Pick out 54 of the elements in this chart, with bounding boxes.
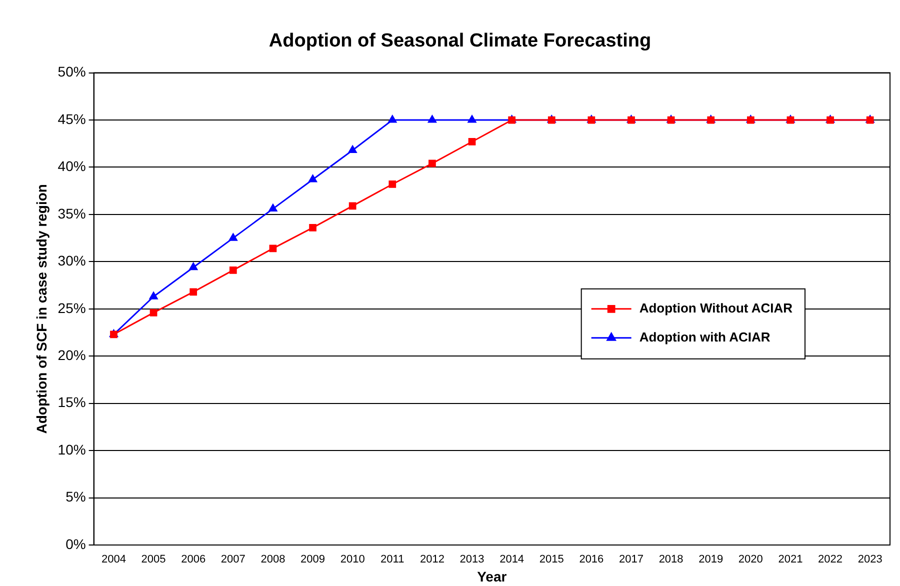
x-tick-label: 2017: [619, 554, 644, 566]
point: [388, 180, 396, 188]
point: [388, 115, 397, 123]
point: [190, 288, 198, 296]
x-tick-label: 2023: [858, 554, 882, 566]
y-tick-label: 10%: [58, 441, 86, 458]
x-tick-label: 2005: [141, 554, 166, 566]
x-tick-label: 2014: [500, 554, 524, 566]
point: [269, 244, 277, 252]
x-tick-label: 2007: [220, 554, 246, 566]
y-tick-label: 30%: [58, 252, 86, 269]
point: [468, 138, 476, 146]
y-tick-label: 45%: [58, 110, 86, 127]
y-tick-label: 5%: [66, 488, 86, 505]
point: [309, 224, 316, 232]
point: [268, 204, 278, 212]
x-tick-label: 2006: [181, 554, 206, 566]
point: [228, 233, 238, 241]
x-tick-label: 2008: [260, 554, 286, 566]
x-tick-label: 2020: [738, 554, 763, 566]
point: [308, 174, 318, 182]
x-tick-label: 2010: [340, 554, 365, 566]
x-axis-title: Year: [477, 568, 508, 584]
point: [188, 262, 198, 270]
y-tick-label: 20%: [58, 346, 86, 363]
y-tick-label: 15%: [58, 394, 86, 410]
x-tick-label: 2009: [300, 554, 326, 566]
x-tick-label: 2012: [420, 554, 444, 566]
x-tick-label: 2019: [698, 554, 724, 566]
y-tick-label: 35%: [58, 205, 86, 222]
x-tick-label: 2022: [818, 554, 843, 566]
y-tick-label: 50%: [58, 64, 86, 80]
chart-title: Adoption of Seasonal Climate Forecasting: [268, 30, 652, 52]
y-tick-label: 0%: [66, 536, 86, 552]
x-tick-label: 2013: [460, 554, 484, 566]
point: [229, 266, 237, 274]
point: [468, 115, 476, 123]
legend-label: Adoption Without ACIAR: [639, 300, 794, 316]
x-tick-label: 2015: [539, 554, 564, 566]
point: [348, 202, 356, 210]
x-tick-label: 2016: [579, 554, 604, 566]
y-axis-title: Adoption of SCF in case study region: [33, 184, 50, 434]
y-tick-label: 25%: [58, 300, 86, 316]
x-tick-label: 2011: [380, 554, 404, 566]
point: [150, 308, 158, 316]
x-tick-label: 2018: [658, 554, 684, 566]
x-tick-label: 2004: [101, 554, 126, 566]
x-tick-label: 2021: [778, 554, 803, 566]
point: [348, 145, 357, 153]
point: [428, 115, 437, 123]
legend-label: Adoption with ACIAR: [639, 329, 771, 344]
point: [149, 292, 158, 300]
point: [428, 160, 436, 168]
y-tick-label: 40%: [58, 158, 86, 174]
